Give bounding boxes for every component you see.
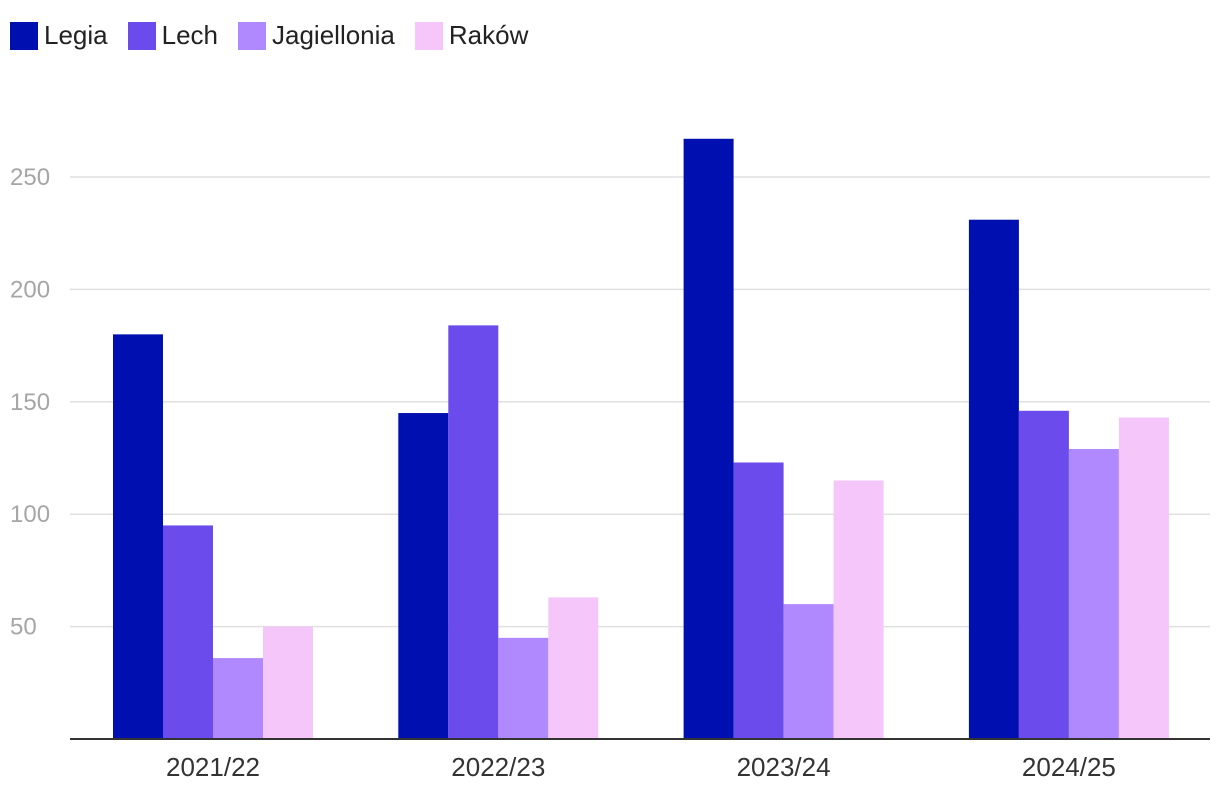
bar-legia-2022-23: [398, 413, 448, 739]
bar-lech-2021-22: [163, 525, 213, 739]
bar-raków-2023-24: [834, 480, 884, 739]
y-tick-label: 200: [10, 276, 50, 303]
bar-jagiellonia-2024-25: [1069, 449, 1119, 739]
y-tick-label: 250: [10, 164, 50, 191]
x-category-label: 2022/23: [451, 752, 545, 782]
bar-lech-2024-25: [1019, 411, 1069, 739]
y-tick-label: 100: [10, 501, 50, 528]
bar-jagiellonia-2023-24: [784, 604, 834, 739]
bar-lech-2023-24: [734, 462, 784, 739]
bar-jagiellonia-2022-23: [498, 638, 548, 739]
bar-raków-2024-25: [1119, 418, 1169, 739]
bar-raków-2021-22: [263, 627, 313, 739]
y-tick-label: 50: [10, 614, 37, 641]
x-category-label: 2024/25: [1022, 752, 1116, 782]
bar-jagiellonia-2021-22: [213, 658, 263, 739]
bar-legia-2021-22: [113, 334, 163, 739]
bar-raków-2022-23: [548, 597, 598, 739]
y-tick-label: 150: [10, 389, 50, 416]
bar-legia-2023-24: [684, 139, 734, 739]
x-category-label: 2021/22: [166, 752, 260, 782]
x-category-label: 2023/24: [737, 752, 831, 782]
bar-legia-2024-25: [969, 220, 1019, 739]
bar-chart: 50 100 150 200 250 2021/22 2022/23 2023/24 2024/…: [0, 0, 1220, 800]
bar-lech-2022-23: [448, 325, 498, 739]
